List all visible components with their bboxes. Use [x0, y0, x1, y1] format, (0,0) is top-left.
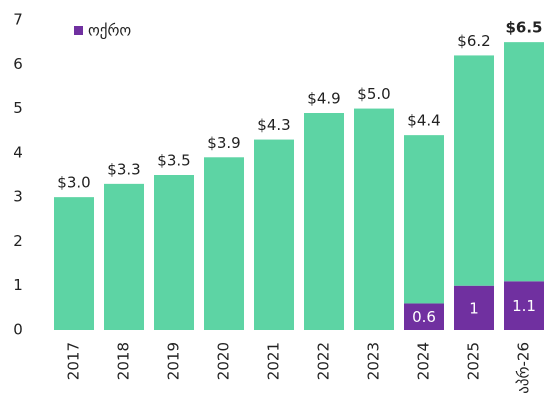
bar-segment — [504, 42, 544, 282]
y-tick-label: 1 — [13, 276, 23, 294]
total-label: $6.2 — [457, 32, 490, 50]
total-label: $5.0 — [357, 85, 390, 103]
segment-label: 1.1 — [512, 297, 536, 315]
total-label: $3.5 — [157, 152, 190, 170]
y-tick-label: 0 — [13, 321, 23, 339]
x-tick-label: აპრ-26 — [515, 342, 533, 394]
bar-segment — [454, 285, 494, 330]
segment-label: 1 — [469, 299, 479, 317]
bar-segment — [354, 108, 394, 330]
x-tick-label: 2021 — [265, 342, 283, 380]
bar-segment — [304, 113, 344, 330]
bar-segment — [404, 135, 444, 304]
y-tick-label: 2 — [13, 232, 23, 250]
total-label: $3.3 — [107, 160, 140, 178]
total-label: $3.9 — [207, 134, 240, 152]
bar-segment — [54, 197, 94, 330]
y-tick-label: 6 — [13, 55, 23, 73]
y-tick-label: 3 — [13, 188, 23, 206]
x-tick-label: 2020 — [215, 342, 233, 380]
total-label: $3.0 — [57, 174, 90, 192]
total-label: $6.5 — [505, 19, 542, 37]
x-tick-label: 2022 — [315, 342, 333, 380]
bar-segment — [154, 175, 194, 330]
x-tick-label: 2024 — [415, 342, 433, 380]
x-tick-label: 2017 — [65, 342, 83, 380]
bar-segment — [204, 157, 244, 330]
bar-segment — [504, 281, 544, 330]
x-tick-label: 2023 — [365, 342, 383, 380]
bar-segment — [104, 183, 144, 330]
bar-segment — [404, 303, 444, 330]
x-tick-label: 2018 — [115, 342, 133, 380]
segment-label: 0.6 — [412, 308, 436, 326]
bar-segment — [254, 139, 294, 330]
legend-label: ოქრო — [88, 22, 131, 40]
legend-swatch — [74, 26, 83, 35]
x-tick-label: 2025 — [465, 342, 483, 380]
total-label: $4.4 — [407, 112, 440, 130]
total-label: $4.9 — [307, 90, 340, 108]
y-tick-label: 5 — [13, 99, 23, 117]
y-tick-label: 7 — [13, 11, 23, 29]
x-tick-label: 2019 — [165, 342, 183, 380]
y-tick-label: 4 — [13, 143, 23, 161]
bar-segment — [454, 55, 494, 286]
total-label: $4.3 — [257, 116, 290, 134]
